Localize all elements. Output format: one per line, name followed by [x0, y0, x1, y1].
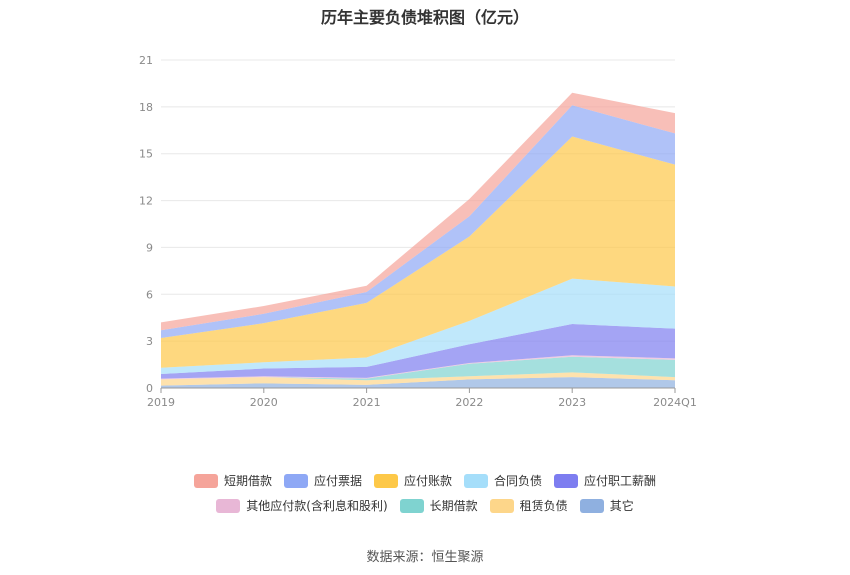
legend-label: 长期借款 — [429, 499, 478, 513]
legend-swatch — [489, 498, 514, 513]
x-tick-label: 2022 — [455, 396, 483, 409]
legend-row-2: 其他应付款(含利息和股利) 长期借款 租赁负债 其它 — [0, 497, 850, 514]
y-tick-label: 15 — [139, 148, 153, 161]
legend-swatch — [464, 473, 488, 488]
legend-label: 应付票据 — [313, 474, 362, 488]
legend-swatch — [579, 498, 604, 513]
legend-item[interactable]: 其它 — [579, 497, 634, 514]
legend-swatch — [399, 498, 424, 513]
y-tick-label: 3 — [146, 335, 153, 348]
x-tick-label: 2019 — [147, 396, 175, 409]
legend-label: 应付账款 — [403, 474, 452, 488]
area-series — [161, 278, 675, 374]
area-series-layer — [161, 92, 675, 388]
legend-label: 合同负债 — [494, 474, 543, 488]
y-tick-label: 0 — [146, 382, 153, 395]
y-tick-label: 21 — [139, 54, 153, 67]
area-series — [161, 92, 675, 331]
legend-item[interactable]: 应付账款 — [373, 472, 452, 489]
area-series — [161, 377, 675, 388]
x-tick-label: 2020 — [250, 396, 278, 409]
source-note: 数据来源：恒生聚源 — [366, 550, 484, 565]
y-tick-label: 6 — [146, 288, 153, 301]
area-series — [161, 105, 675, 339]
legend-item[interactable]: 其他应付款(含利息和股利) — [216, 497, 388, 514]
legend-swatch — [554, 473, 579, 488]
legend-label: 短期借款 — [223, 474, 272, 488]
legend-swatch — [216, 498, 241, 513]
legend-item[interactable]: 租赁负债 — [489, 497, 568, 514]
legend-label: 其它 — [609, 499, 634, 513]
legend-item[interactable]: 短期借款 — [193, 472, 272, 489]
area-series — [161, 323, 675, 379]
y-tick-label: 9 — [146, 241, 153, 254]
legend-item[interactable]: 应付票据 — [283, 472, 362, 489]
y-tick-label: 12 — [139, 195, 153, 208]
chart-plot: 0 3 6 9 12 15 18 21 2019 2020 2021 2022 2023 2024Q1 — [139, 54, 697, 409]
legend-label: 租赁负债 — [519, 499, 568, 513]
legend: 短期借款 应付票据 应付账款 合同负债 应付职工薪酬 其他应付款(含利息和股利) 长期借款… — [0, 472, 850, 522]
legend-item[interactable]: 合同负债 — [464, 472, 542, 489]
y-tick-label: 18 — [139, 101, 153, 114]
legend-label: 其他应付款(含利息和股利) — [246, 499, 388, 513]
chart-title: 历年主要负债堆积图（亿元） — [320, 8, 529, 27]
legend-item[interactable]: 长期借款 — [399, 497, 478, 514]
area-series — [161, 372, 675, 386]
x-tick-label: 2023 — [558, 396, 586, 409]
area-series — [161, 356, 675, 381]
legend-item[interactable]: 应付职工薪酬 — [554, 472, 656, 489]
legend-swatch — [193, 473, 218, 488]
x-tick-label: 2024Q1 — [653, 396, 697, 409]
axes: 0 3 6 9 12 15 18 21 2019 2020 2021 2022 2023 2024Q1 — [139, 54, 697, 409]
legend-row-1: 短期借款 应付票据 应付账款 合同负债 应付职工薪酬 — [0, 472, 850, 489]
legend-swatch — [283, 473, 308, 488]
legend-swatch — [373, 473, 398, 488]
x-tick-label: 2021 — [353, 396, 381, 409]
legend-label: 应付职工薪酬 — [584, 474, 657, 488]
area-series — [161, 355, 675, 380]
area-series — [161, 136, 675, 368]
